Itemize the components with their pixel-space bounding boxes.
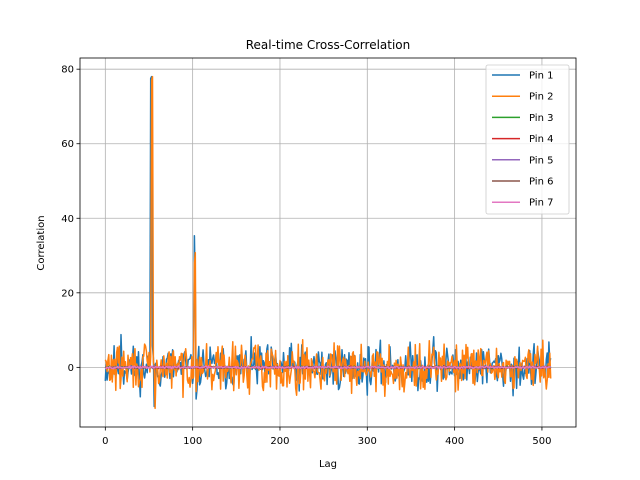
y-axis-label: Correlation (36, 215, 47, 270)
legend: Pin 1 Pin 2 Pin 3 Pin 4 Pin 5 Pin 6 Pin 7 (485, 64, 570, 215)
x-tick-label: 0 (102, 436, 108, 447)
series-line (105, 365, 551, 370)
legend-label: Pin 5 (529, 155, 553, 166)
x-tick-label: 300 (358, 436, 377, 447)
series-line (104, 75, 552, 410)
legend-label: Pin 6 (529, 177, 553, 188)
x-tick-label: 100 (183, 436, 202, 447)
x-axis-label: Lag (319, 459, 337, 470)
y-tick-label: 40 (61, 214, 74, 225)
x-axis-ticks: 0 100 200 300 400 500 (102, 427, 551, 447)
plot-frame (79, 57, 577, 428)
legend-label: Pin 7 (529, 198, 553, 209)
series-lines (104, 75, 552, 410)
x-tick-label: 400 (445, 436, 464, 447)
legend-box (485, 64, 570, 215)
legend-label: Pin 3 (529, 113, 553, 124)
x-tick-label: 500 (532, 436, 551, 447)
y-tick-label: 80 (61, 65, 74, 76)
legend-label: Pin 4 (529, 134, 553, 145)
y-tick-label: 0 (68, 363, 74, 374)
x-tick-label: 200 (270, 436, 289, 447)
chart-title: Real-time Cross-Correlation (246, 38, 411, 52)
y-tick-label: 60 (61, 139, 74, 150)
legend-label: Pin 2 (529, 92, 553, 103)
y-axis-ticks: 0 20 40 60 80 (61, 65, 80, 374)
y-tick-label: 20 (61, 288, 74, 299)
legend-label: Pin 1 (529, 71, 553, 82)
